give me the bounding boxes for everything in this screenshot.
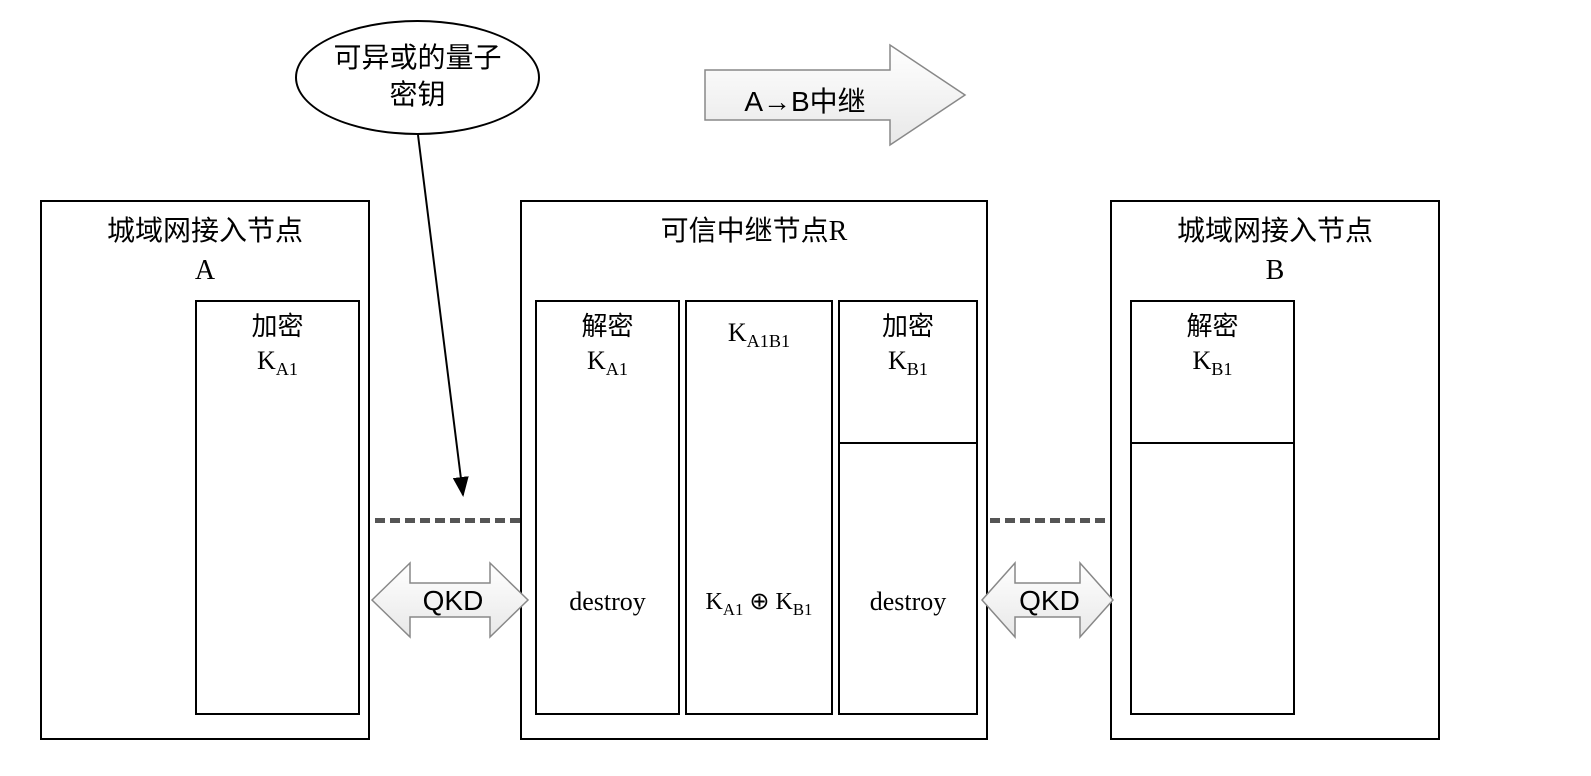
arrow-suffix: B中继 (791, 86, 866, 117)
r-sub2-k1: K (706, 589, 723, 615)
node-b-op: 解密 (1186, 312, 1238, 341)
node-b-subbox: 解密 KB1 (1130, 300, 1295, 715)
r-sub2-k2sub: B1 (793, 600, 813, 619)
r-sub3-destroy: destroy (870, 587, 947, 616)
node-r-title: 可信中继节点R (522, 202, 986, 251)
r-sub2-key: K (728, 318, 747, 347)
qkd-label-1: QKD (413, 585, 493, 617)
node-b-title: 城域网接入节点 B (1112, 202, 1438, 290)
callout-ellipse: 可异或的量子 密钥 (295, 20, 540, 135)
r-sub2-key-sub: A1B1 (747, 331, 790, 351)
r-sub3-midline (840, 442, 976, 444)
r-sub1-bottom: destroy (537, 587, 678, 617)
ellipse-line2: 密钥 (389, 80, 445, 111)
r-sub1-key-sub: A1 (606, 359, 628, 379)
r-sub1-destroy: destroy (569, 587, 646, 616)
node-a-key: K (257, 346, 276, 375)
node-r-sub3: 加密 KB1 destroy (838, 300, 978, 715)
qkd-text-1: QKD (423, 585, 484, 616)
r-sub2-bottom: KA1 ⊕ KB1 (687, 587, 831, 620)
node-r-sub2: KA1B1 KA1 ⊕ KB1 (685, 300, 833, 715)
node-r-sub1: 解密 KA1 destroy (535, 300, 680, 715)
node-b-key-sub: B1 (1211, 359, 1232, 379)
node-a-op: 加密 (251, 312, 303, 341)
r-sub1-key: K (587, 346, 606, 375)
r-sub2-k2: K (776, 589, 793, 615)
node-r-sub3-top: 加密 KB1 (840, 302, 976, 382)
node-b-title-line2: B (1266, 255, 1285, 286)
qkd-text-2: QKD (1019, 585, 1080, 616)
node-r-sub2-top: KA1B1 (687, 302, 831, 354)
node-a-sub-top: 加密 KA1 (197, 302, 358, 382)
r-sub3-key-sub: B1 (907, 359, 928, 379)
big-arrow-label: A→B中继 (720, 80, 890, 120)
r-sub3-bottom: destroy (840, 587, 976, 617)
r-sub1-op: 解密 (581, 312, 633, 341)
node-r-sub1-top: 解密 KA1 (537, 302, 678, 382)
r-sub3-key: K (888, 346, 907, 375)
arrow-prefix: A (744, 86, 763, 117)
node-a-title-line1: 城域网接入节点 (107, 216, 303, 247)
node-a-key-sub: A1 (276, 359, 298, 379)
qkd-label-2: QKD (1012, 585, 1087, 617)
node-b-title-line1: 城域网接入节点 (1177, 216, 1373, 247)
node-a-subbox: 加密 KA1 (195, 300, 360, 715)
arrow-glyph: → (763, 86, 791, 117)
node-a-title-line2: A (195, 255, 215, 286)
r-sub2-k1sub: A1 (723, 600, 744, 619)
r-sub2-xor: ⊕ (749, 589, 769, 615)
r-sub3-op: 加密 (882, 312, 934, 341)
node-a-title: 城域网接入节点 A (42, 202, 368, 290)
node-b-key: K (1192, 346, 1211, 375)
node-b-midline (1132, 442, 1293, 444)
node-b-sub-top: 解密 KB1 (1132, 302, 1293, 382)
node-r-title-text: 可信中继节点R (661, 216, 848, 247)
diagram-container: 可异或的量子 密钥 A→B中继 城域网接入节点 A (0, 0, 1591, 776)
ellipse-line1: 可异或的量子 (333, 43, 501, 74)
